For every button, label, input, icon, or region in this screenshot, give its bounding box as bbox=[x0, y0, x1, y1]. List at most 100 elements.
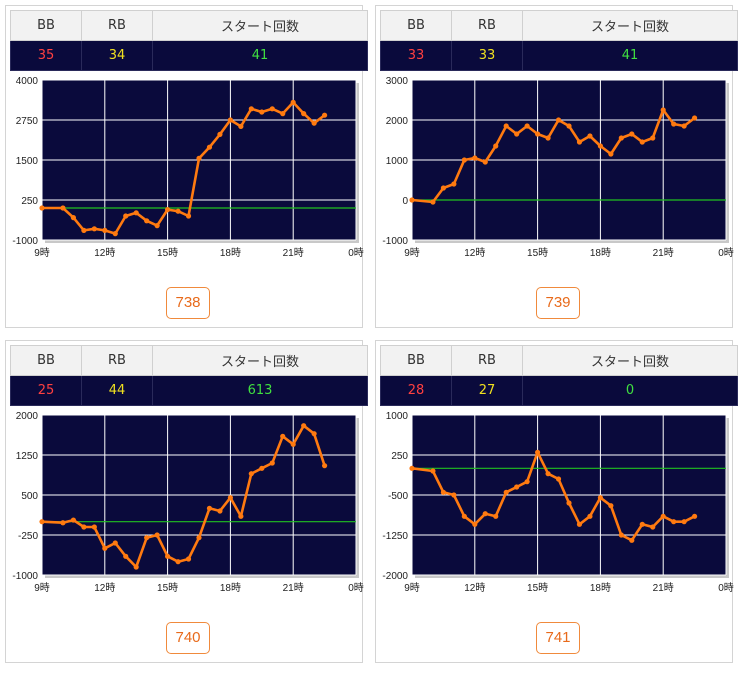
data-point bbox=[217, 131, 223, 137]
data-point bbox=[70, 517, 76, 523]
data-point bbox=[248, 471, 254, 477]
rb-value: 44 bbox=[81, 375, 153, 406]
data-point bbox=[165, 207, 171, 213]
data-point bbox=[692, 115, 698, 121]
x-tick-label: 12時 bbox=[94, 247, 115, 259]
y-tick-label: 500 bbox=[21, 491, 38, 502]
data-point bbox=[133, 564, 139, 570]
data-point bbox=[81, 524, 87, 530]
data-point bbox=[81, 227, 87, 233]
data-point bbox=[608, 503, 614, 509]
stats-table: BB RB スタート回数 35 34 41 bbox=[10, 10, 368, 71]
machine-number-button[interactable]: 740 bbox=[166, 622, 210, 654]
data-point bbox=[144, 535, 150, 541]
x-tick-label: 9時 bbox=[404, 582, 420, 594]
data-point bbox=[514, 131, 520, 137]
data-point bbox=[524, 479, 530, 485]
data-point bbox=[217, 508, 223, 514]
data-point bbox=[311, 431, 317, 437]
machine-panel-740: BB RB スタート回数 25 44 613 2000 1250 500 -250 -1… bbox=[5, 340, 368, 663]
rb-value: 33 bbox=[451, 40, 523, 71]
stats-table: BB RB スタート回数 25 44 613 bbox=[10, 345, 368, 406]
data-point bbox=[248, 106, 254, 112]
data-point bbox=[133, 210, 139, 216]
data-point bbox=[587, 133, 593, 139]
data-point bbox=[409, 197, 415, 203]
start-count-value: 41 bbox=[152, 40, 368, 71]
machine-panel-738: BB RB スタート回数 35 34 41 4000 2750 1500 250 -10… bbox=[5, 5, 368, 328]
rb-header: RB bbox=[81, 345, 153, 376]
data-point bbox=[269, 106, 275, 112]
data-point bbox=[290, 441, 296, 447]
data-point bbox=[311, 120, 317, 126]
x-tick-label: 18時 bbox=[590, 247, 611, 259]
x-tick-label: 21時 bbox=[653, 247, 674, 259]
start-count-header: スタート回数 bbox=[522, 10, 738, 41]
y-tick-label: 1000 bbox=[386, 411, 409, 422]
data-point bbox=[660, 107, 666, 113]
data-point bbox=[566, 500, 572, 506]
data-point bbox=[91, 524, 97, 530]
data-point bbox=[535, 449, 541, 455]
data-point bbox=[206, 144, 213, 150]
x-tick-label: 0時 bbox=[348, 582, 364, 594]
start-count-value: 41 bbox=[522, 40, 738, 71]
data-point bbox=[322, 112, 328, 118]
x-tick-label: 18時 bbox=[220, 582, 241, 594]
data-point bbox=[154, 223, 160, 229]
data-point bbox=[175, 208, 181, 214]
bb-value: 33 bbox=[380, 40, 452, 71]
data-point bbox=[290, 99, 296, 105]
data-point bbox=[597, 495, 603, 501]
data-point bbox=[629, 537, 635, 543]
data-point bbox=[196, 155, 202, 161]
data-point bbox=[451, 492, 457, 498]
data-point bbox=[482, 511, 488, 517]
x-tick-label: 15時 bbox=[527, 247, 548, 259]
bb-header: BB bbox=[380, 10, 452, 41]
data-point bbox=[175, 559, 181, 565]
data-point bbox=[545, 135, 551, 141]
data-point bbox=[280, 433, 286, 439]
data-point bbox=[165, 553, 171, 559]
data-point bbox=[472, 155, 478, 161]
y-tick-label: 1500 bbox=[16, 156, 39, 167]
data-point bbox=[650, 524, 656, 530]
data-point bbox=[503, 489, 509, 495]
data-point bbox=[461, 513, 467, 519]
x-tick-label: 15時 bbox=[157, 582, 178, 594]
data-point bbox=[196, 535, 202, 541]
data-point bbox=[112, 231, 118, 237]
start-count-value: 0 bbox=[522, 375, 738, 406]
data-point bbox=[440, 489, 446, 495]
data-point bbox=[440, 185, 446, 191]
data-point bbox=[514, 484, 520, 490]
data-point bbox=[535, 131, 541, 137]
data-point bbox=[39, 205, 45, 211]
machine-number-button[interactable]: 738 bbox=[166, 287, 210, 319]
y-tick-label: 2000 bbox=[386, 116, 409, 127]
machine-number-button[interactable]: 739 bbox=[536, 287, 580, 319]
machine-number-button[interactable]: 741 bbox=[536, 622, 580, 654]
bb-header: BB bbox=[380, 345, 452, 376]
data-point bbox=[91, 226, 97, 232]
data-point bbox=[60, 520, 66, 526]
data-point bbox=[618, 532, 624, 538]
data-point bbox=[144, 218, 150, 224]
data-point bbox=[660, 513, 666, 519]
bb-header: BB bbox=[10, 345, 82, 376]
rb-header: RB bbox=[451, 10, 523, 41]
data-point bbox=[639, 521, 645, 527]
machine-panel-741: BB RB スタート回数 28 27 0 1000 250 -500 -1250 -20… bbox=[375, 340, 738, 663]
data-point bbox=[409, 465, 415, 471]
data-point bbox=[587, 513, 593, 519]
data-point bbox=[269, 460, 275, 466]
data-point bbox=[70, 215, 76, 221]
data-point bbox=[576, 139, 583, 145]
data-point bbox=[322, 463, 328, 469]
data-point bbox=[123, 213, 129, 219]
data-point bbox=[280, 111, 286, 117]
data-point bbox=[206, 505, 213, 511]
